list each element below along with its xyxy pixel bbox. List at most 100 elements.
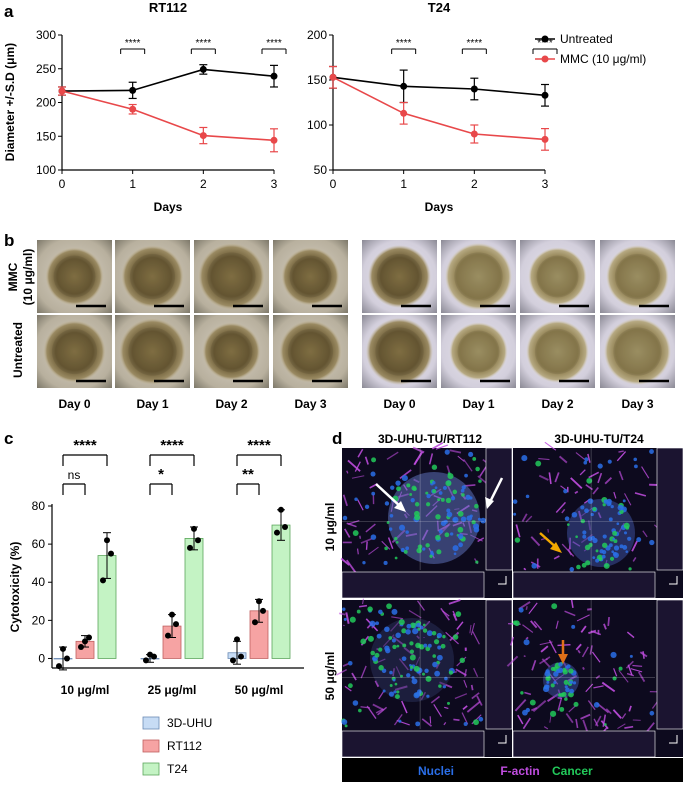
replicate-point — [82, 638, 88, 644]
spheroid-photo — [273, 315, 348, 388]
cancer-cell — [370, 651, 375, 656]
cancer-cell — [432, 654, 436, 658]
nucleus — [439, 529, 443, 533]
cancer-cell — [414, 514, 420, 520]
replicate-point — [64, 655, 70, 661]
cancer-cell — [457, 527, 463, 533]
replicate-point — [165, 633, 171, 639]
data-point — [400, 83, 407, 90]
spheroid-core — [377, 254, 422, 299]
cancer-cell — [473, 719, 479, 725]
x-tick-label: 2 — [471, 177, 478, 191]
factin-fiber — [358, 549, 359, 555]
nucleus — [630, 655, 633, 658]
cancer-cell — [604, 563, 610, 569]
cancer-cell — [592, 507, 596, 511]
cancer-cell — [619, 667, 623, 671]
spheroid-photo — [362, 240, 437, 313]
nucleus — [612, 538, 615, 541]
nucleus — [424, 669, 428, 673]
nucleus — [423, 644, 427, 648]
nucleus — [465, 495, 470, 500]
nucleus — [445, 450, 450, 455]
nucleus — [395, 480, 400, 485]
panel-a-y-axis-label: Diameter +/-S.D (μm) — [3, 43, 17, 161]
nucleus — [613, 552, 617, 556]
y-tick-label: 40 — [32, 575, 46, 589]
cancer-cell — [395, 683, 398, 686]
nucleus — [405, 546, 409, 550]
y-tick-label: 50 — [314, 163, 328, 177]
data-point — [471, 86, 478, 93]
cancer-cell — [432, 631, 436, 635]
cancer-cell — [432, 489, 436, 493]
nucleus — [458, 534, 464, 540]
factin-fiber — [583, 667, 584, 669]
cancer-cell — [434, 639, 439, 644]
cancer-cell — [353, 530, 359, 536]
nucleus — [399, 525, 405, 531]
replicate-point — [256, 598, 262, 604]
nucleus — [478, 717, 483, 722]
cancer-cell — [628, 567, 631, 570]
chart-title: RT112 — [149, 0, 187, 15]
nucleus — [432, 481, 435, 484]
spheroid-core — [535, 329, 580, 374]
cancer-cell — [568, 668, 573, 673]
legend-t24-swatch — [143, 763, 159, 775]
nucleus — [453, 545, 459, 551]
nucleus — [608, 502, 611, 505]
cancer-cell — [390, 684, 393, 687]
cancer-cell — [438, 684, 441, 687]
cancer-cell — [447, 702, 450, 705]
nucleus — [405, 629, 410, 634]
spheroid-core — [457, 330, 499, 372]
legend-uhu-label: 3D-UHU — [167, 716, 212, 730]
nucleus — [378, 610, 383, 615]
nucleus — [437, 646, 441, 650]
y-tick-label: 150 — [307, 73, 327, 87]
nucleus — [582, 535, 586, 539]
day-label: Day 2 — [541, 397, 573, 411]
nucleus — [598, 463, 603, 468]
data-point — [471, 131, 478, 138]
nucleus — [467, 515, 473, 521]
nucleus — [428, 644, 432, 648]
replicate-point — [169, 612, 175, 618]
bar — [272, 525, 290, 658]
nucleus — [402, 475, 408, 481]
spheroid-photo — [520, 315, 595, 388]
cancer-cell — [461, 493, 465, 497]
spheroid-photo — [600, 240, 675, 313]
cancer-cell — [515, 537, 520, 542]
nucleus — [614, 545, 619, 550]
nucleus — [453, 518, 456, 521]
data-point — [200, 66, 207, 73]
factin-fiber — [367, 542, 368, 550]
nucleus — [406, 624, 411, 629]
cancer-cell — [396, 645, 399, 648]
replicate-point — [282, 524, 288, 530]
spheroid-core — [288, 329, 333, 374]
spheroid-core — [128, 327, 176, 375]
cancer-cell — [429, 555, 432, 558]
y-tick-label: 60 — [32, 537, 46, 551]
cancer-cell — [551, 667, 555, 671]
nucleus — [435, 486, 438, 489]
x-tick-label: 3 — [542, 177, 549, 191]
nucleus — [519, 608, 524, 613]
nucleus — [415, 692, 420, 697]
nucleus — [545, 669, 549, 673]
data-point — [129, 106, 136, 113]
data-point — [400, 110, 407, 117]
sig-label: **** — [125, 38, 141, 49]
nucleus — [513, 513, 516, 516]
panel-letter-c: c — [4, 429, 13, 448]
cancer-cell — [410, 655, 416, 661]
cancer-cell — [573, 702, 578, 707]
data-point — [542, 92, 549, 99]
x-tick-label: 1 — [400, 177, 407, 191]
cancer-cell — [423, 624, 426, 627]
